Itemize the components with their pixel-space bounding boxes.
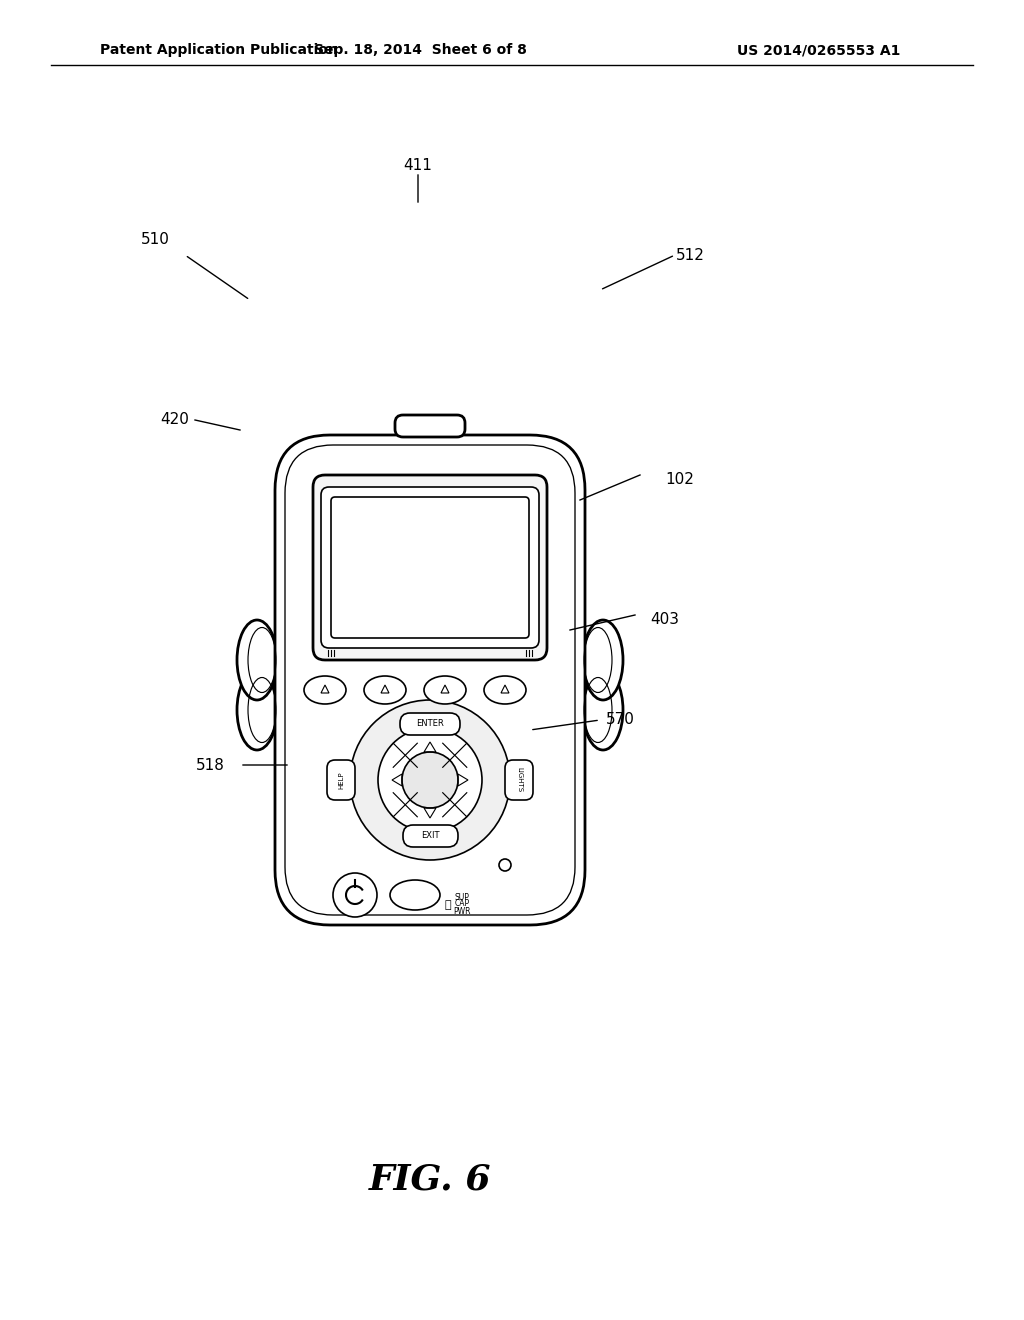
Ellipse shape [304, 676, 346, 704]
Text: 403: 403 [650, 612, 680, 627]
Text: FIG. 6: FIG. 6 [369, 1163, 492, 1197]
Text: Patent Application Publication: Patent Application Publication [100, 44, 338, 57]
FancyBboxPatch shape [327, 760, 355, 800]
Text: SUP: SUP [455, 892, 469, 902]
Circle shape [402, 752, 458, 808]
Text: 518: 518 [196, 758, 224, 772]
Text: LIGHTS: LIGHTS [516, 767, 522, 792]
Text: 411: 411 [403, 157, 432, 173]
FancyBboxPatch shape [400, 713, 460, 735]
Circle shape [333, 873, 377, 917]
FancyBboxPatch shape [331, 498, 529, 638]
Ellipse shape [390, 880, 440, 909]
Text: EXIT: EXIT [421, 832, 439, 841]
Text: 🔋: 🔋 [444, 900, 452, 909]
FancyBboxPatch shape [505, 760, 534, 800]
Ellipse shape [484, 676, 526, 704]
Text: 420: 420 [161, 412, 189, 428]
Ellipse shape [583, 671, 623, 750]
Ellipse shape [583, 620, 623, 700]
FancyBboxPatch shape [403, 825, 458, 847]
Text: 102: 102 [666, 473, 694, 487]
Text: 510: 510 [140, 232, 169, 248]
Text: US 2014/0265553 A1: US 2014/0265553 A1 [736, 44, 900, 57]
Circle shape [378, 729, 482, 832]
FancyBboxPatch shape [321, 487, 539, 648]
Text: CAP: CAP [455, 899, 470, 908]
Circle shape [499, 859, 511, 871]
FancyBboxPatch shape [395, 414, 465, 437]
Text: 512: 512 [676, 248, 705, 263]
FancyBboxPatch shape [313, 475, 547, 660]
Ellipse shape [237, 620, 278, 700]
Ellipse shape [350, 700, 510, 861]
Text: PWR: PWR [454, 907, 471, 916]
Text: HELP: HELP [338, 771, 344, 789]
FancyBboxPatch shape [275, 436, 585, 925]
Text: 570: 570 [605, 713, 635, 727]
Ellipse shape [424, 676, 466, 704]
Ellipse shape [364, 676, 406, 704]
Ellipse shape [237, 671, 278, 750]
Text: Sep. 18, 2014  Sheet 6 of 8: Sep. 18, 2014 Sheet 6 of 8 [313, 44, 526, 57]
Text: ENTER: ENTER [416, 719, 443, 729]
